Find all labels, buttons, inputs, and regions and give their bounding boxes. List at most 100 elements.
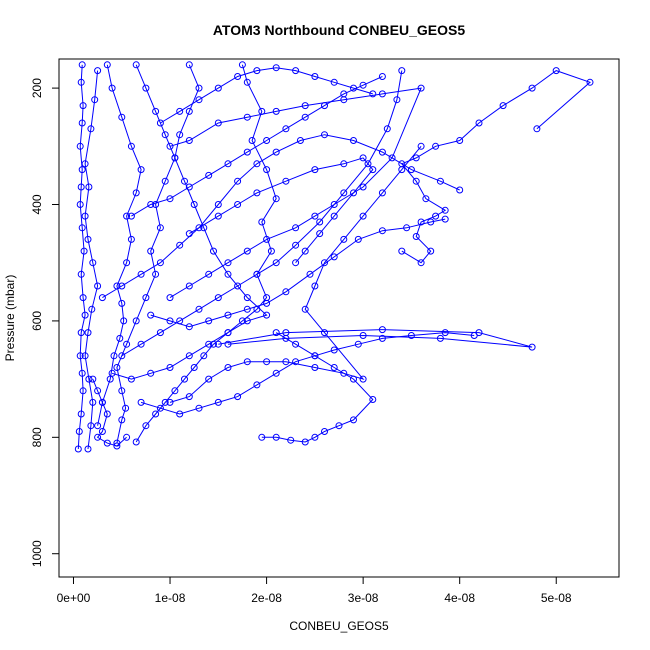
x-tick-label: 5e-08 xyxy=(541,591,572,605)
data-point xyxy=(364,160,372,168)
y-tick-label: 1000 xyxy=(30,540,44,567)
data-point xyxy=(103,439,111,447)
data-point xyxy=(432,212,440,220)
data-point xyxy=(470,332,478,339)
data-point xyxy=(369,396,377,403)
data-point xyxy=(81,311,89,319)
data-point xyxy=(79,387,87,395)
series-line xyxy=(169,145,422,403)
data-point xyxy=(142,294,150,302)
series-7 xyxy=(258,329,377,446)
data-point xyxy=(224,364,232,371)
series-4 xyxy=(113,61,203,447)
data-point xyxy=(253,160,261,168)
data-point xyxy=(263,235,271,243)
data-point xyxy=(161,398,169,406)
data-point xyxy=(76,142,84,150)
data-point xyxy=(152,410,160,418)
data-point xyxy=(81,212,89,220)
series-line xyxy=(84,70,99,450)
data-point xyxy=(359,332,367,339)
data-point xyxy=(103,61,111,69)
data-point xyxy=(398,67,406,75)
data-point xyxy=(113,442,121,450)
data-point xyxy=(113,364,121,371)
data-point xyxy=(74,445,82,453)
data-point xyxy=(98,294,106,302)
data-point xyxy=(77,410,85,418)
data-point xyxy=(152,107,160,115)
data-point xyxy=(122,404,130,412)
data-point xyxy=(378,148,386,156)
data-point xyxy=(388,154,396,162)
data-point xyxy=(272,369,280,377)
data-point xyxy=(166,195,174,203)
data-point xyxy=(185,107,193,115)
data-point xyxy=(84,445,92,453)
data-point xyxy=(147,201,155,208)
data-point xyxy=(378,326,386,334)
series-layer xyxy=(74,61,594,453)
x-tick-label: 4e-08 xyxy=(444,591,475,605)
data-point xyxy=(127,142,135,150)
x-axis-title: CONBEU_GEOS5 xyxy=(289,619,389,633)
data-point xyxy=(110,352,118,360)
data-point xyxy=(427,247,435,255)
data-point xyxy=(78,119,86,127)
series-16 xyxy=(147,215,449,331)
data-point xyxy=(340,235,348,243)
data-point xyxy=(311,282,319,290)
data-point xyxy=(195,305,203,313)
data-point xyxy=(85,183,93,191)
data-point xyxy=(253,381,261,389)
series-line xyxy=(218,329,533,348)
data-point xyxy=(412,154,420,162)
data-point xyxy=(263,299,271,307)
data-point xyxy=(137,340,145,348)
data-point xyxy=(311,73,319,80)
data-point xyxy=(417,259,425,267)
series-line xyxy=(97,64,142,426)
series-line xyxy=(400,70,591,264)
data-point xyxy=(340,189,348,197)
data-point xyxy=(79,294,87,302)
data-point xyxy=(301,113,309,121)
data-point xyxy=(456,137,464,144)
data-point xyxy=(272,64,280,72)
data-point xyxy=(330,346,338,354)
data-point xyxy=(417,84,425,92)
data-point xyxy=(378,334,386,342)
data-point xyxy=(77,183,85,191)
data-point xyxy=(499,102,507,110)
data-point xyxy=(161,131,169,139)
data-point xyxy=(75,428,83,435)
data-point xyxy=(127,375,135,383)
data-point xyxy=(393,96,401,104)
data-point xyxy=(301,247,309,255)
data-point xyxy=(258,218,266,226)
data-point xyxy=(378,189,386,197)
data-point xyxy=(156,259,164,267)
data-point xyxy=(195,84,203,92)
data-point xyxy=(243,148,251,156)
x-tick-label: 0e+00 xyxy=(57,591,91,605)
data-point xyxy=(292,241,300,249)
data-point xyxy=(132,61,140,69)
series-line xyxy=(111,64,268,380)
data-point xyxy=(248,137,256,144)
data-point xyxy=(224,340,232,348)
data-point xyxy=(321,131,328,139)
series-5 xyxy=(132,61,280,446)
data-point xyxy=(359,154,367,162)
data-point xyxy=(422,195,430,203)
data-point xyxy=(369,166,377,174)
data-point xyxy=(292,358,300,366)
data-point xyxy=(287,436,295,444)
data-point xyxy=(441,215,449,223)
data-point xyxy=(98,398,106,406)
data-point xyxy=(84,329,92,337)
data-point xyxy=(84,235,92,243)
data-point xyxy=(359,212,367,220)
data-point xyxy=(330,364,338,371)
